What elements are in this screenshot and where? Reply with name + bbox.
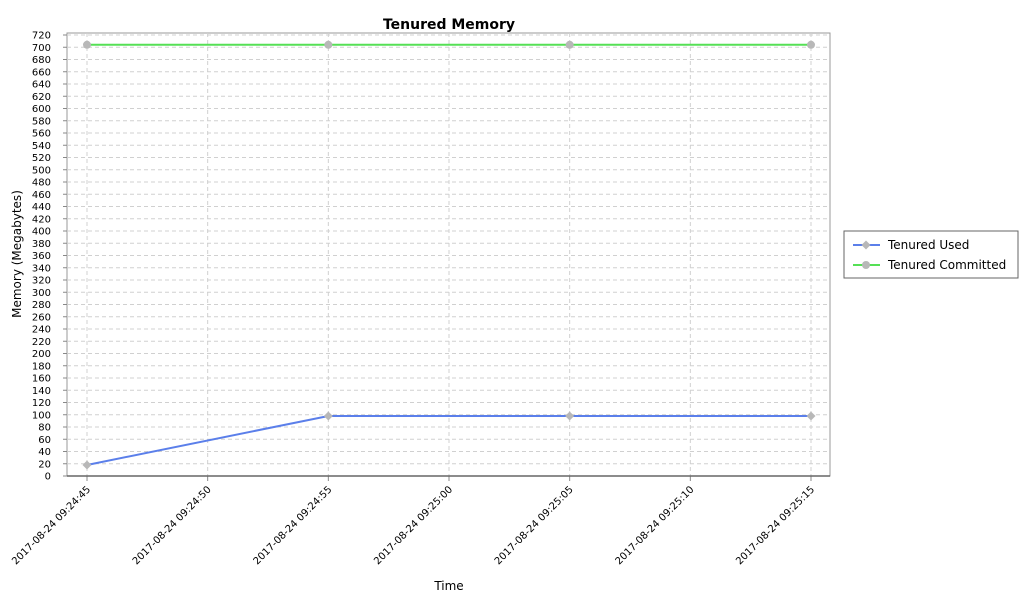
x-tick-label: 2017-08-24 09:25:15 — [734, 484, 817, 567]
y-tick-label: 580 — [32, 116, 51, 127]
legend: Tenured Used Tenured Committed — [843, 230, 1019, 279]
y-tick-label: 60 — [38, 435, 51, 446]
tenured-committed-point — [565, 40, 574, 49]
y-tick-label: 400 — [32, 227, 51, 238]
x-axis-title: Time — [433, 579, 463, 593]
y-axis-title: Memory (Megabytes) — [10, 190, 24, 318]
y-tick-label: 340 — [32, 263, 51, 274]
chart-title: Tenured Memory — [383, 17, 515, 33]
y-tick-label: 20 — [38, 459, 51, 470]
tenured-used-line — [86, 414, 811, 466]
y-tick-label: 440 — [32, 202, 51, 213]
tenured-used-point — [565, 411, 575, 421]
x-axis: 2017-08-24 09:24:45 2017-08-24 09:24:50 20… — [10, 475, 830, 567]
y-tick-label: 180 — [32, 361, 51, 372]
x-tick-label: 2017-08-24 09:24:55 — [252, 484, 335, 567]
y-tick-label: 380 — [32, 239, 51, 250]
series-layer — [82, 40, 816, 470]
legend-label-tenured-committed: Tenured Committed — [887, 258, 1006, 272]
x-tick-label: 2017-08-24 09:25:10 — [614, 484, 697, 567]
x-tick-label: 2017-08-24 09:25:05 — [493, 484, 576, 567]
x-tick-label: 2017-08-24 09:24:50 — [131, 484, 214, 567]
grid-lines — [67, 33, 830, 477]
y-tick-label: 700 — [32, 43, 51, 54]
y-tick-label: 480 — [32, 178, 51, 189]
y-tick-label: 240 — [32, 325, 51, 336]
y-tick-label: 320 — [32, 276, 51, 287]
y-tick-label: 40 — [38, 447, 51, 458]
legend-marker-tenured-committed — [862, 261, 870, 269]
y-tick-label: 520 — [32, 153, 51, 164]
y-tick-label: 300 — [32, 288, 51, 299]
x-tick-label: 2017-08-24 09:24:45 — [10, 484, 93, 567]
y-tick-label: 500 — [32, 165, 51, 176]
y-tick-label: 100 — [32, 410, 51, 421]
y-tick-label: 660 — [32, 67, 51, 78]
y-tick-label: 280 — [32, 300, 51, 311]
y-tick-label: 80 — [38, 423, 51, 434]
tenured-committed-point — [807, 40, 815, 49]
tenured-used-point — [323, 411, 333, 421]
y-tick-label: 720 — [32, 31, 51, 42]
y-tick-label: 0 — [45, 472, 51, 483]
y-tick-label: 260 — [32, 312, 51, 323]
y-axis: 0204060801001201401601802002202402602803… — [32, 31, 67, 483]
y-tick-label: 220 — [32, 337, 51, 348]
y-tick-label: 540 — [32, 141, 51, 152]
y-tick-label: 140 — [32, 386, 51, 397]
tenured-used-point — [806, 411, 816, 421]
y-tick-label: 420 — [32, 214, 51, 225]
legend-marker-tenured-used — [861, 240, 871, 250]
y-tick-label: 120 — [32, 398, 51, 409]
y-tick-label: 640 — [32, 80, 51, 91]
y-tick-label: 560 — [32, 129, 51, 140]
y-tick-label: 620 — [32, 92, 51, 103]
tenured-committed-point — [83, 40, 91, 49]
y-tick-label: 160 — [32, 374, 51, 385]
y-tick-label: 460 — [32, 190, 51, 201]
legend-label-tenured-used: Tenured Used — [887, 238, 969, 252]
y-tick-label: 360 — [32, 251, 51, 262]
x-tick-label: 2017-08-24 09:25:00 — [372, 484, 455, 567]
legend-box — [843, 230, 1019, 279]
tenured-used-point — [82, 460, 92, 470]
tenured-committed-point — [324, 40, 333, 49]
y-tick-label: 200 — [32, 349, 51, 360]
y-tick-label: 680 — [32, 55, 51, 66]
y-tick-label: 600 — [32, 104, 51, 115]
